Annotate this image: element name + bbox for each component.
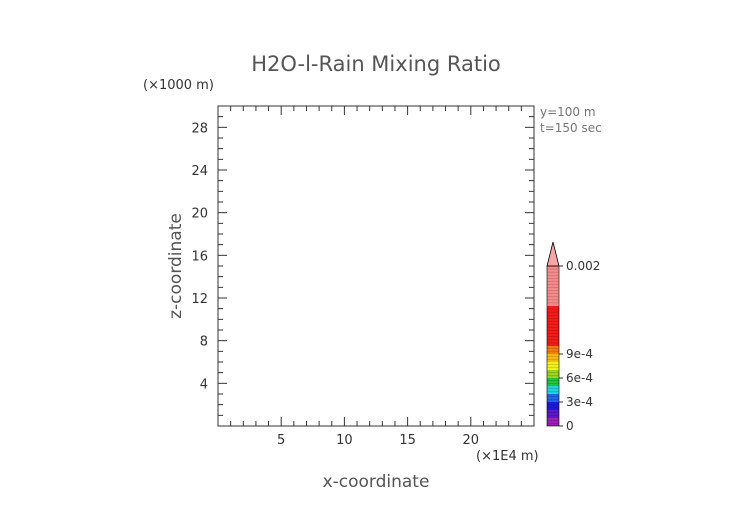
y-tick-label: 16 [191, 249, 208, 264]
colorbar-band [547, 378, 559, 386]
colorbar-tick-label: 0 [566, 419, 574, 433]
colorbar-tick-label: 3e-4 [566, 395, 593, 409]
colorbar-tick-label: 9e-4 [566, 347, 593, 361]
colorbar-band [547, 362, 559, 370]
colorbar-band [547, 410, 559, 418]
x-tick-label: 10 [336, 433, 353, 448]
colorbar-band [547, 402, 559, 410]
x-tick-label: 20 [463, 433, 480, 448]
y-tick-labels: 4 8 12 16 20 24 28 [191, 121, 208, 392]
colorbar-band [547, 354, 559, 362]
y-tick-label: 12 [191, 292, 208, 307]
y-scale-label: (×1000 m) [143, 78, 214, 93]
x-tick-label: 15 [399, 433, 416, 448]
info-line-t: t=150 sec [540, 121, 602, 135]
colorbar-tick-label: 6e-4 [566, 371, 593, 385]
x-tick-labels: 5 10 15 20 [277, 433, 479, 448]
plot-frame [217, 105, 535, 427]
colorbar-band [547, 346, 559, 354]
y-tick-label: 24 [191, 164, 208, 179]
y-tick-label: 4 [200, 377, 208, 392]
chart-title: H2O-l-Rain Mixing Ratio [251, 52, 501, 76]
info-line-y: y=100 m [540, 105, 596, 119]
x-scale-label: (×1E4 m) [476, 449, 539, 464]
y-tick-label: 8 [200, 335, 208, 350]
colorbar-labels: 0 3e-4 6e-4 9e-4 0.002 [566, 259, 600, 433]
colorbar-band [547, 386, 559, 394]
colorbar-band [547, 418, 559, 426]
y-tick-label: 20 [191, 207, 208, 222]
colorbar-extend-arrow [546, 241, 560, 267]
colorbar-band [547, 266, 559, 306]
y-axis-label: z-coordinate [166, 213, 186, 319]
colorbar-tick-label: 0.002 [566, 259, 600, 273]
colorbar-band [547, 370, 559, 378]
y-tick-label: 28 [191, 121, 208, 136]
axis-ticks [218, 106, 534, 426]
colorbar-frame [546, 265, 560, 427]
x-tick-label: 5 [277, 433, 285, 448]
x-axis-label: x-coordinate [323, 472, 430, 492]
colorbar-band [547, 306, 559, 346]
colorbar [546, 241, 563, 427]
colorbar-band [547, 394, 559, 402]
